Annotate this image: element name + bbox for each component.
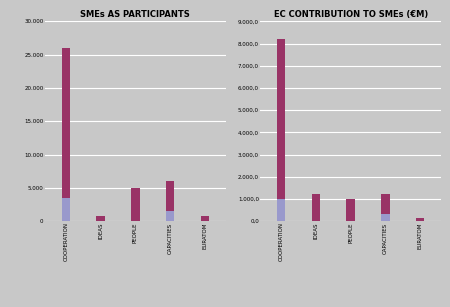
Bar	[62, 48, 70, 221]
Bar	[62, 198, 70, 221]
Bar	[381, 214, 390, 221]
Bar	[416, 218, 424, 221]
Bar	[277, 199, 285, 221]
Bar	[311, 194, 320, 221]
Title: SMEs AS PARTICIPANTS: SMEs AS PARTICIPANTS	[81, 10, 190, 19]
Bar	[166, 211, 175, 221]
Bar	[131, 188, 140, 221]
Bar	[96, 216, 105, 221]
Bar	[277, 39, 285, 221]
Bar	[346, 199, 355, 221]
Bar	[381, 194, 390, 221]
Title: EC CONTRIBUTION TO SMEs (€M): EC CONTRIBUTION TO SMEs (€M)	[274, 10, 428, 19]
Bar	[201, 216, 209, 221]
Bar	[166, 181, 175, 221]
